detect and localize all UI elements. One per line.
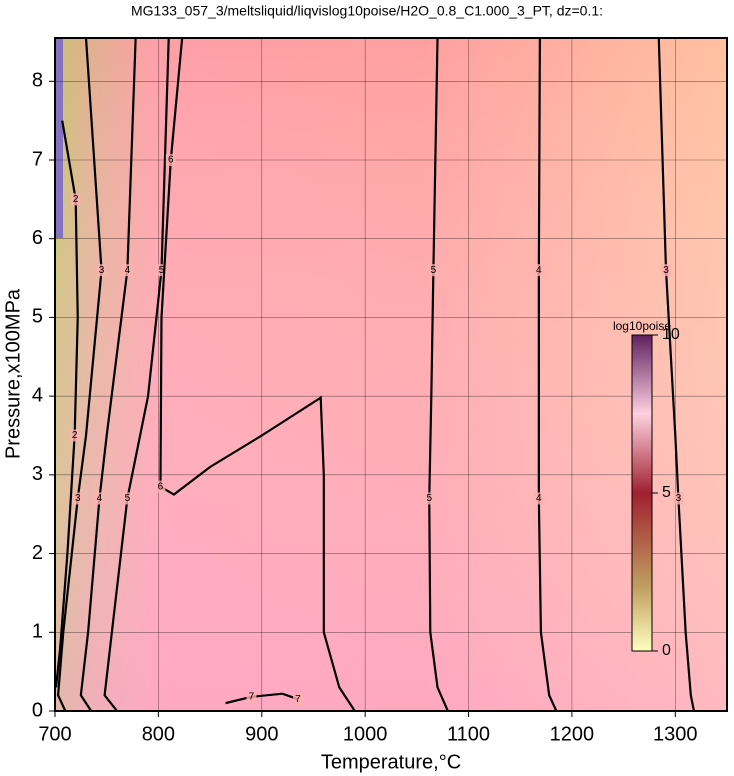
contour-line	[225, 692, 299, 705]
contour-label: 7	[249, 691, 255, 702]
contour-label-bg	[122, 492, 133, 505]
contour-label-bg	[673, 492, 684, 505]
y-tick-label: 1	[32, 621, 43, 643]
contour-label-bg	[155, 480, 166, 493]
y-tick-label: 8	[32, 70, 43, 92]
colorbar	[631, 334, 653, 652]
contour-label-bg	[70, 193, 81, 206]
contour-label: 3	[663, 265, 669, 276]
contour-label: 5	[431, 265, 437, 276]
y-tick-label: 0	[32, 699, 43, 721]
y-tick-label: 4	[32, 384, 43, 406]
contour-label-bg	[246, 690, 257, 703]
contour-label: 5	[125, 493, 131, 504]
background-shade	[55, 38, 727, 711]
contour-label-bg	[428, 264, 439, 277]
x-axis-label: Temperature,°C	[321, 751, 461, 773]
contour-label-bg	[661, 264, 672, 277]
colorbar-tick-label: 10	[662, 326, 680, 343]
contour-label-bg	[156, 264, 167, 277]
contour-label-bg	[292, 693, 303, 706]
contour-label: 3	[676, 493, 682, 504]
colorbar-tick-label: 0	[662, 642, 671, 659]
contour-label: 3	[99, 265, 105, 276]
contour-label: 6	[168, 155, 174, 166]
contour-label-bg	[424, 492, 435, 505]
contour-label: 4	[97, 493, 103, 504]
contour-label-bg	[72, 492, 83, 505]
x-tick-label: 1200	[550, 723, 595, 745]
contour-label: 3	[75, 493, 81, 504]
y-tick-label: 3	[32, 463, 43, 485]
x-tick-label: 1000	[343, 723, 388, 745]
colorbar-tick-label: 5	[662, 484, 671, 501]
y-tick-label: 2	[32, 542, 43, 564]
x-tick-label: 700	[38, 723, 71, 745]
contour-label: 2	[73, 194, 79, 205]
x-tick-label: 1100	[447, 723, 490, 745]
x-tick-label: 1300	[653, 723, 698, 745]
chart-title: MG133_057_3/meltsliquid/liqvislog10poise…	[131, 3, 603, 19]
contour-label-bg	[533, 492, 544, 505]
contour-label-bg	[533, 264, 544, 277]
y-tick-label: 6	[32, 227, 43, 249]
contour-label-bg	[122, 264, 133, 277]
x-tick-label: 900	[245, 723, 278, 745]
contour-label-bg	[69, 429, 80, 442]
y-tick-label: 7	[32, 148, 43, 170]
x-tick-label: 800	[142, 723, 175, 745]
contour-label: 4	[536, 493, 542, 504]
plot-area: 2 2 3 3 4 4 5 5 6 6 7 7 5 5 4 4 3 3	[54, 37, 727, 712]
frame	[54, 37, 728, 712]
contour-label-bg	[94, 492, 105, 505]
contour-label: 5	[426, 493, 432, 504]
contour-label: 4	[125, 265, 131, 276]
contour-label: 5	[159, 265, 165, 276]
contour-label: 2	[72, 430, 78, 441]
contour-label-bg	[165, 154, 176, 167]
y-axis-label: Pressure,x100MPa	[2, 288, 24, 459]
contour-line	[159, 37, 356, 712]
contour-label: 4	[536, 265, 542, 276]
contour-label-bg	[96, 264, 107, 277]
contour-label: 7	[295, 694, 301, 705]
low-zone	[55, 38, 63, 238]
contour-label: 6	[158, 481, 164, 492]
y-tick-label: 5	[32, 306, 43, 328]
colorbar-title: log10poise	[613, 319, 671, 333]
